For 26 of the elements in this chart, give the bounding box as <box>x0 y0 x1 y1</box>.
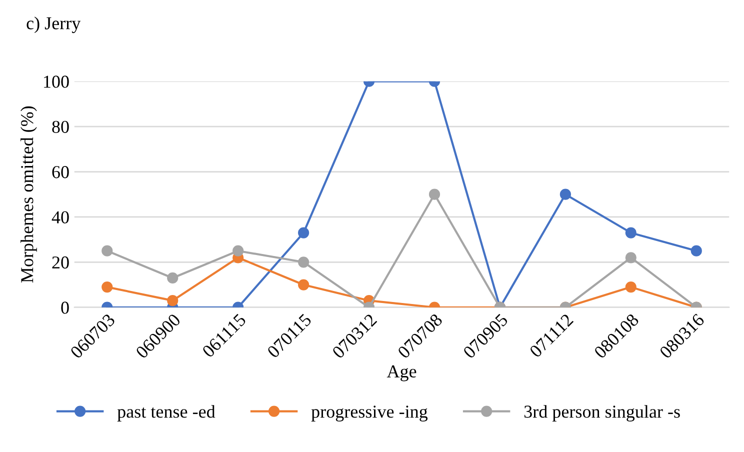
point <box>167 295 178 306</box>
point <box>428 188 440 200</box>
y-tick-label: 100 <box>44 76 69 88</box>
legend-label: 3rd person singular -s <box>524 405 680 422</box>
y-axis-title: Morphemes omitted (%) <box>20 106 37 283</box>
y-tick-label: 40 <box>52 211 69 224</box>
y-tick-label: 60 <box>52 166 69 178</box>
point <box>560 188 571 200</box>
point <box>102 245 113 256</box>
point <box>167 272 178 284</box>
point <box>298 256 310 268</box>
point <box>102 281 113 293</box>
legend-label: past tense -ed <box>117 405 216 422</box>
point <box>690 245 702 256</box>
point <box>625 227 636 238</box>
point <box>625 252 636 264</box>
legend-label: progressive -ing <box>311 406 428 422</box>
point <box>298 227 310 238</box>
y-tick-label: 80 <box>52 120 69 133</box>
chart-title: c) Jerry <box>26 16 81 34</box>
point <box>298 279 310 290</box>
y-tick-label: 0 <box>61 302 69 314</box>
x-axis-title: Age <box>386 365 416 382</box>
point <box>232 245 244 256</box>
y-tick-label: 20 <box>52 256 69 269</box>
point <box>625 281 636 293</box>
